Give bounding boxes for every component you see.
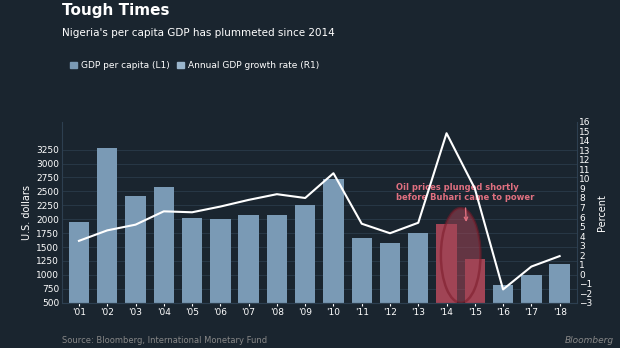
- Bar: [97, 148, 117, 331]
- Bar: [408, 232, 428, 331]
- Legend: GDP per capita (L1), Annual GDP growth rate (R1): GDP per capita (L1), Annual GDP growth r…: [66, 57, 322, 74]
- Bar: [493, 285, 513, 331]
- Text: Source: Bloomberg, International Monetary Fund: Source: Bloomberg, International Monetar…: [62, 335, 267, 345]
- Text: Oil prices plunged shortly
before Buhari came to power: Oil prices plunged shortly before Buhari…: [396, 183, 534, 221]
- Bar: [352, 238, 372, 331]
- Bar: [69, 222, 89, 331]
- Ellipse shape: [441, 208, 480, 303]
- Text: Tough Times: Tough Times: [62, 3, 169, 18]
- Y-axis label: Percent: Percent: [597, 194, 607, 231]
- Bar: [125, 196, 146, 331]
- Bar: [239, 215, 259, 331]
- Bar: [267, 215, 287, 331]
- Text: Bloomberg: Bloomberg: [565, 335, 614, 345]
- Bar: [464, 259, 485, 331]
- Bar: [521, 275, 541, 331]
- Bar: [182, 218, 202, 331]
- Bar: [436, 224, 457, 331]
- Bar: [549, 264, 570, 331]
- Bar: [154, 187, 174, 331]
- Bar: [210, 219, 231, 331]
- Bar: [380, 243, 400, 331]
- Bar: [295, 205, 316, 331]
- Text: Nigeria's per capita GDP has plummeted since 2014: Nigeria's per capita GDP has plummeted s…: [62, 28, 335, 38]
- Y-axis label: U.S. dollars: U.S. dollars: [22, 185, 32, 240]
- Bar: [323, 179, 343, 331]
